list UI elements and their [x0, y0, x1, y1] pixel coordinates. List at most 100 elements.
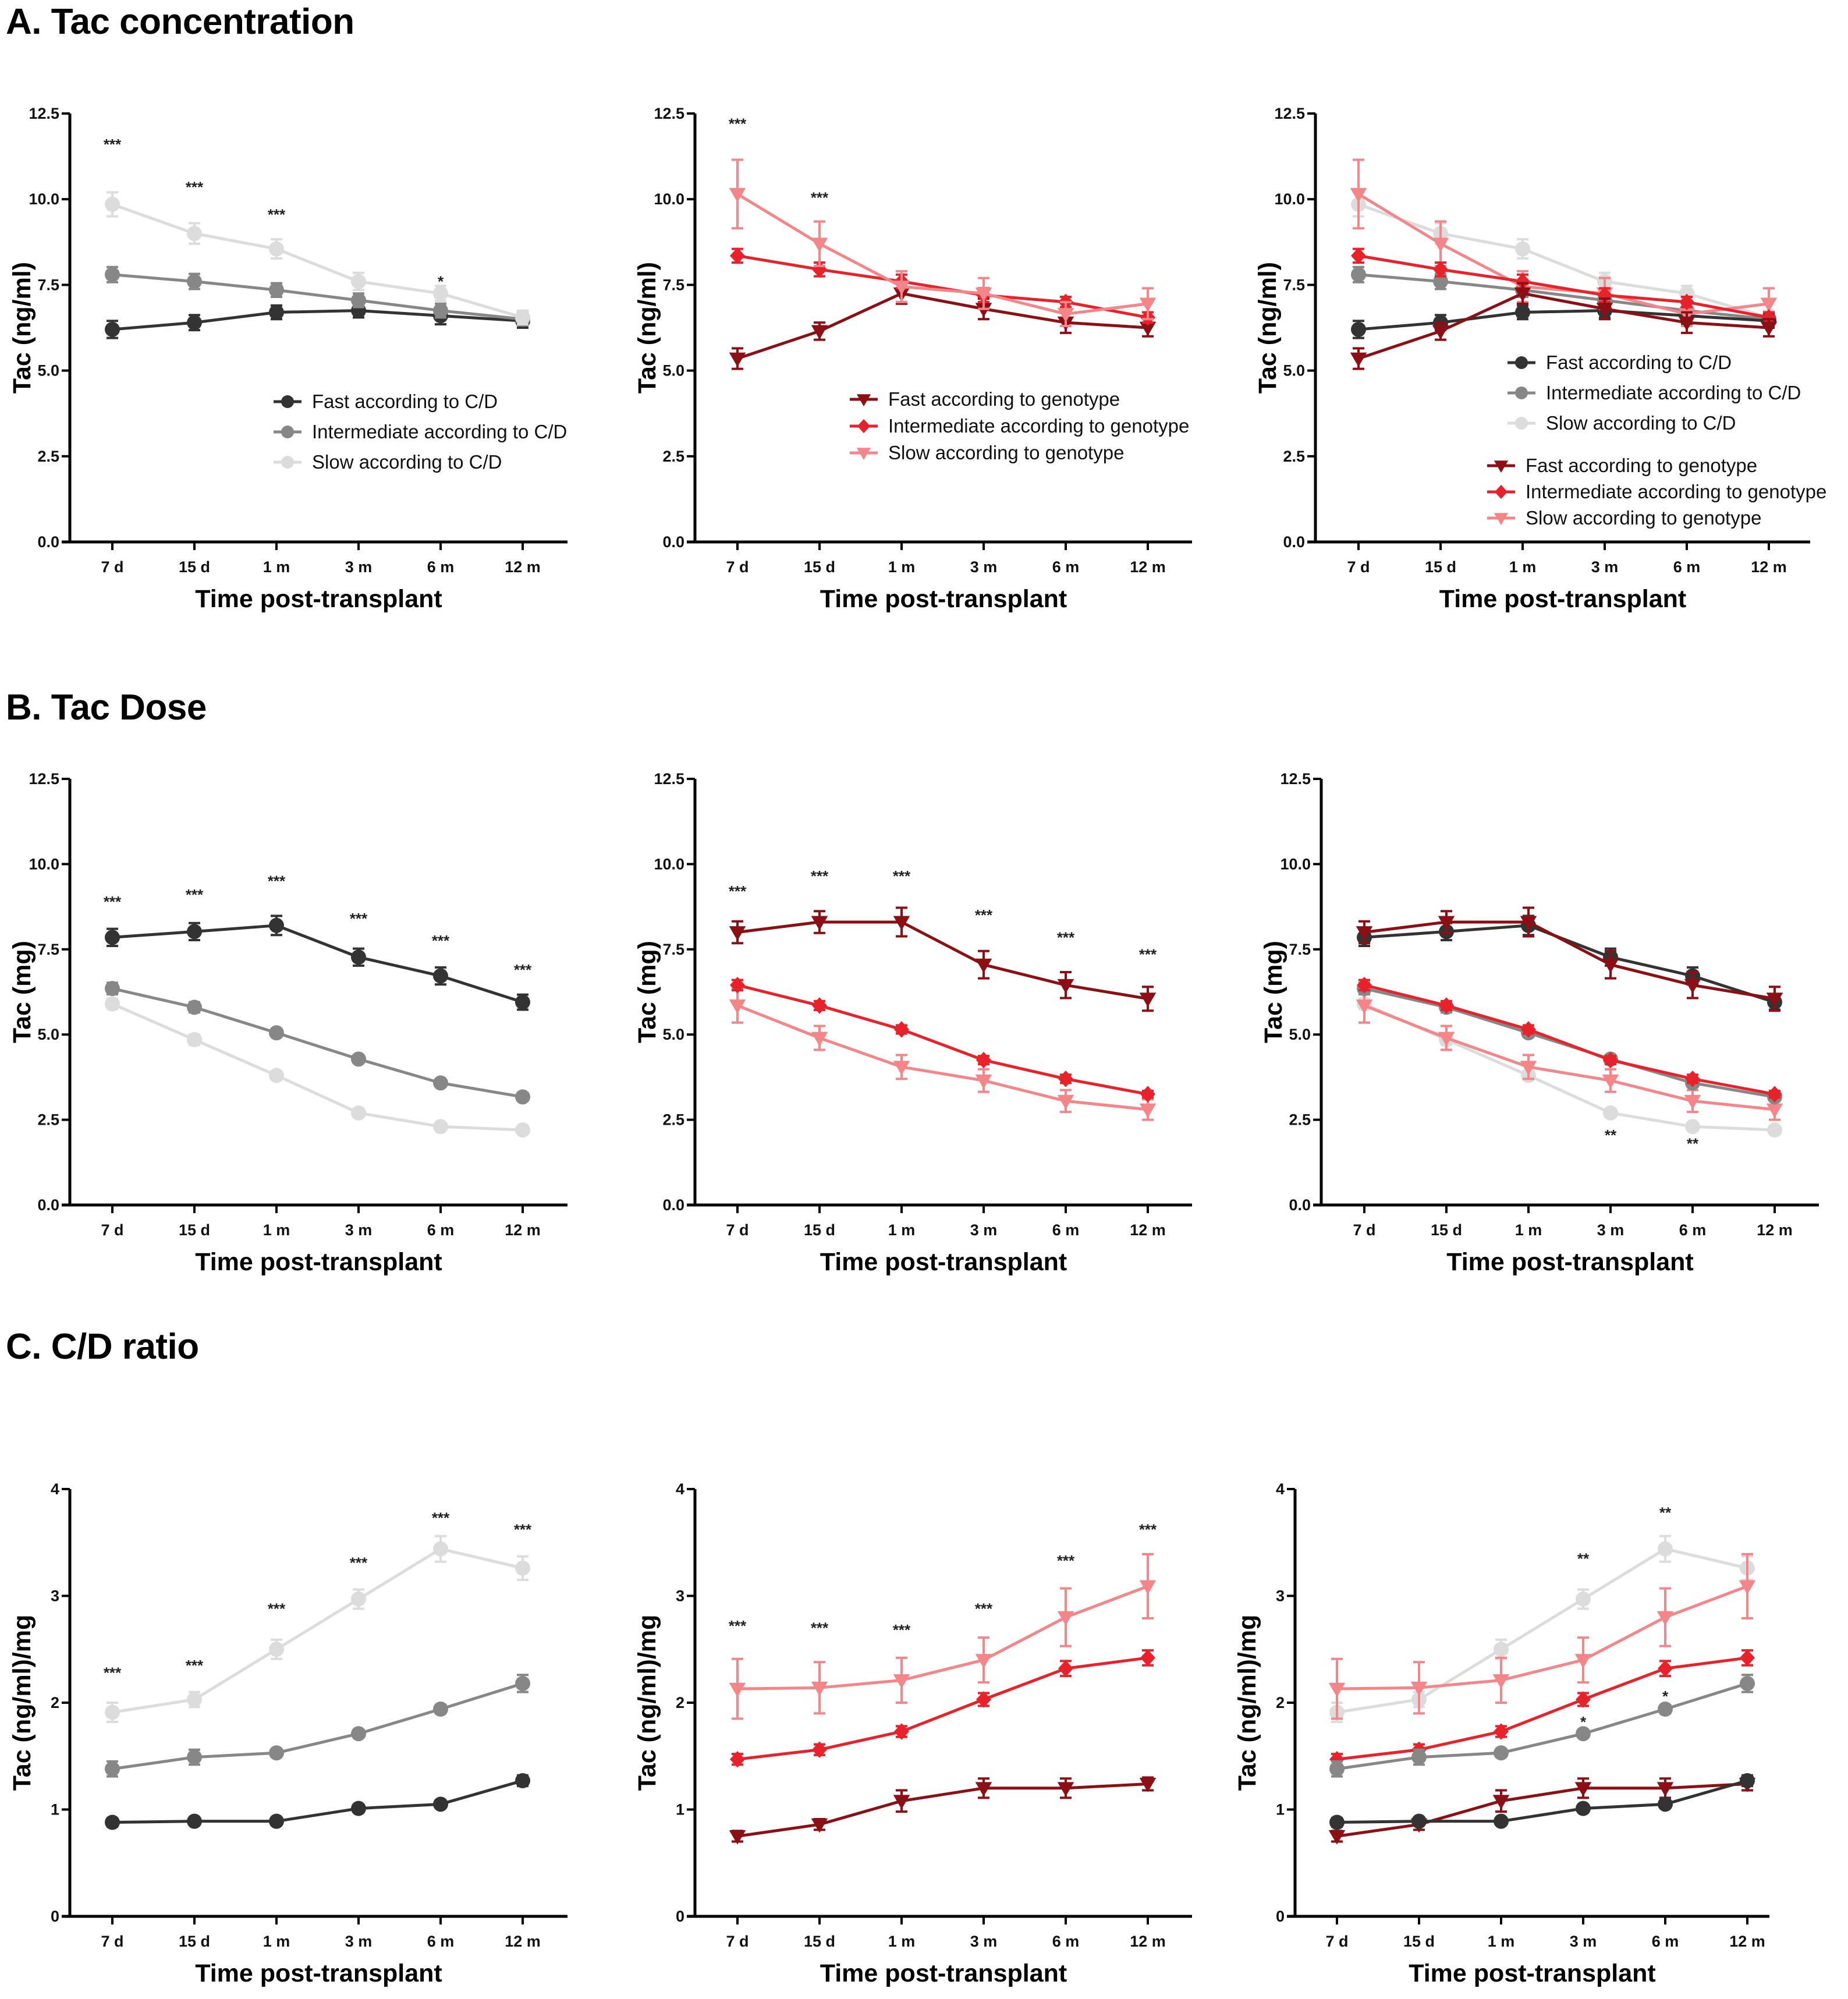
data-point [1058, 1071, 1073, 1087]
data-point [1761, 309, 1776, 326]
data-point [351, 1105, 366, 1121]
data-point [1494, 1642, 1509, 1657]
data-point [812, 997, 827, 1014]
x-tick-label: 1 m [263, 558, 290, 576]
data-point [1657, 1611, 1674, 1626]
y-axis-title: Tac (ng/ml)/mg [8, 1615, 36, 1791]
data-point [730, 247, 745, 264]
significance-label: *** [432, 1509, 450, 1527]
y-tick-label: 12.5 [654, 105, 684, 122]
data-point [811, 238, 828, 253]
data-point [975, 1074, 992, 1089]
significance-label: *** [811, 867, 829, 885]
legend-item: Intermediate according to C/D [1508, 382, 1801, 403]
data-point [1140, 1649, 1155, 1667]
series-slow-cd [105, 1534, 530, 1724]
y-tick-label: 0.0 [1283, 533, 1305, 551]
legend-label: Slow according to C/D [1546, 412, 1736, 434]
series-int-cd [105, 1674, 530, 1778]
data-point [812, 1741, 827, 1759]
legend-label: Fast according to C/D [1546, 352, 1732, 373]
x-tick-label: 6 m [427, 558, 455, 576]
x-tick-label: 15 d [804, 1933, 835, 1950]
significance-label: * [438, 273, 444, 290]
significance-label: *** [729, 1617, 747, 1635]
data-point [1658, 1702, 1673, 1717]
series-line [1336, 1656, 1748, 1761]
data-point [269, 282, 284, 298]
series-fast-gen [1356, 906, 1783, 1012]
data-point [351, 1726, 366, 1742]
significance-label: *** [1139, 1521, 1157, 1539]
y-tick-label: 2.5 [1283, 448, 1305, 465]
data-point [351, 274, 366, 289]
series-line [1336, 1782, 1748, 1838]
data-point [1350, 352, 1367, 367]
significance-label: *** [514, 961, 532, 979]
data-point [1057, 308, 1074, 322]
y-tick-label: 4 [676, 1480, 684, 1498]
x-axis-title: Time post-transplant [1446, 1248, 1693, 1276]
y-tick-label: 5.0 [1283, 362, 1305, 380]
data-point [1357, 976, 1372, 994]
data-point [1139, 1580, 1157, 1595]
data-point [976, 1051, 991, 1069]
y-tick-label: 12.5 [29, 770, 59, 788]
y-axis-title: Tac (ng/ml) [1254, 262, 1282, 394]
x-tick-label: 6 m [427, 1933, 455, 1950]
data-point [1678, 316, 1696, 331]
series-line [737, 983, 1148, 1096]
data-point [105, 267, 120, 282]
data-point [351, 292, 366, 308]
series-line [112, 309, 523, 331]
y-tick-label: 0.0 [662, 1196, 684, 1214]
legend-swatch-marker [281, 395, 294, 408]
data-point [1602, 958, 1619, 973]
data-point [269, 1068, 284, 1083]
x-tick-label: 6 m [1052, 1221, 1080, 1239]
data-point [1684, 1094, 1701, 1110]
data-point [269, 1642, 284, 1657]
significance-label: *** [729, 882, 747, 900]
series-line [112, 273, 523, 321]
data-point [1515, 241, 1530, 257]
data-point [1432, 238, 1449, 253]
data-point [1596, 303, 1613, 317]
series-slow-cd [1329, 1534, 1755, 1724]
x-tick-label: 7 d [101, 558, 123, 576]
data-point [1356, 926, 1373, 941]
x-tick-label: 1 m [888, 1221, 916, 1239]
x-tick-label: 1 m [888, 558, 916, 576]
x-axis-title: Time post-transplant [195, 1959, 442, 1987]
data-point [1494, 1745, 1509, 1761]
chart-panel-c3: 0 1 2 3 4 7 d 15 d 1 m 3 m 6 m 12 m Time post-trans… [1233, 1480, 1769, 1987]
series-line [737, 254, 1148, 319]
legend-label: Fast according to genotype [888, 388, 1120, 410]
series-line [1364, 1004, 1775, 1111]
series-line [1358, 254, 1769, 319]
y-tick-label: 10.0 [1280, 855, 1311, 873]
y-tick-label: 0.0 [37, 533, 59, 551]
data-point [1433, 274, 1448, 289]
data-point [1492, 1674, 1510, 1689]
series-line [1357, 193, 1769, 316]
legend-item: Fast according to genotype [1487, 455, 1757, 476]
significance-label: *** [432, 932, 450, 949]
x-axis-title: Time post-transplant [195, 1248, 442, 1276]
y-axis-title: Tac (ng/ml) [8, 262, 36, 394]
series-line [1358, 203, 1769, 319]
data-point [269, 1025, 284, 1041]
data-point [187, 274, 202, 289]
data-point [515, 1675, 530, 1691]
data-point [1350, 187, 1367, 203]
significance-label: *** [811, 1619, 829, 1637]
data-point [729, 1682, 746, 1697]
y-tick-label: 7.5 [37, 941, 59, 958]
data-point [351, 1051, 366, 1067]
data-point [975, 287, 992, 302]
x-tick-label: 1 m [1509, 558, 1537, 576]
series-line [112, 987, 523, 1098]
legend-label: Fast according to C/D [312, 391, 498, 412]
data-point [1574, 1654, 1592, 1668]
series-slow-cd [1351, 191, 1776, 326]
